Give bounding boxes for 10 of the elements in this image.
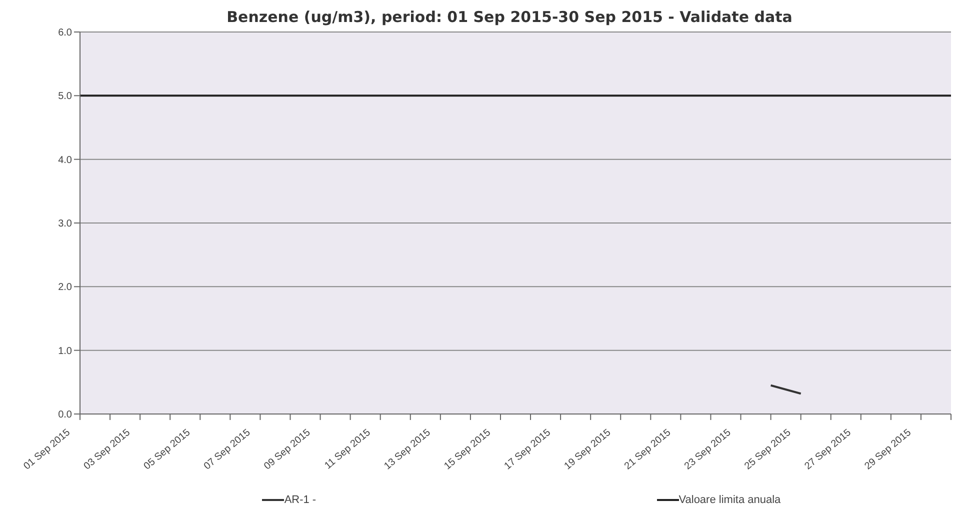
y-tick-label: 2.0 bbox=[58, 282, 72, 294]
y-tick-label: 1.0 bbox=[58, 346, 72, 357]
y-tick-label: 4.0 bbox=[58, 154, 72, 166]
legend-label: AR-1 - bbox=[283, 494, 316, 506]
chart-title: Benzene (ug/m3), period: 01 Sep 2015-30 Sep 2015 - Validate data bbox=[226, 8, 794, 26]
y-tick-label: 3.0 bbox=[58, 218, 72, 230]
y-tick-label: 0.0 bbox=[58, 410, 72, 421]
legend-label: Valoare limita anuala bbox=[678, 494, 781, 506]
y-tick-label: 5.0 bbox=[58, 91, 72, 102]
y-tick-label: 6.0 bbox=[58, 28, 72, 39]
